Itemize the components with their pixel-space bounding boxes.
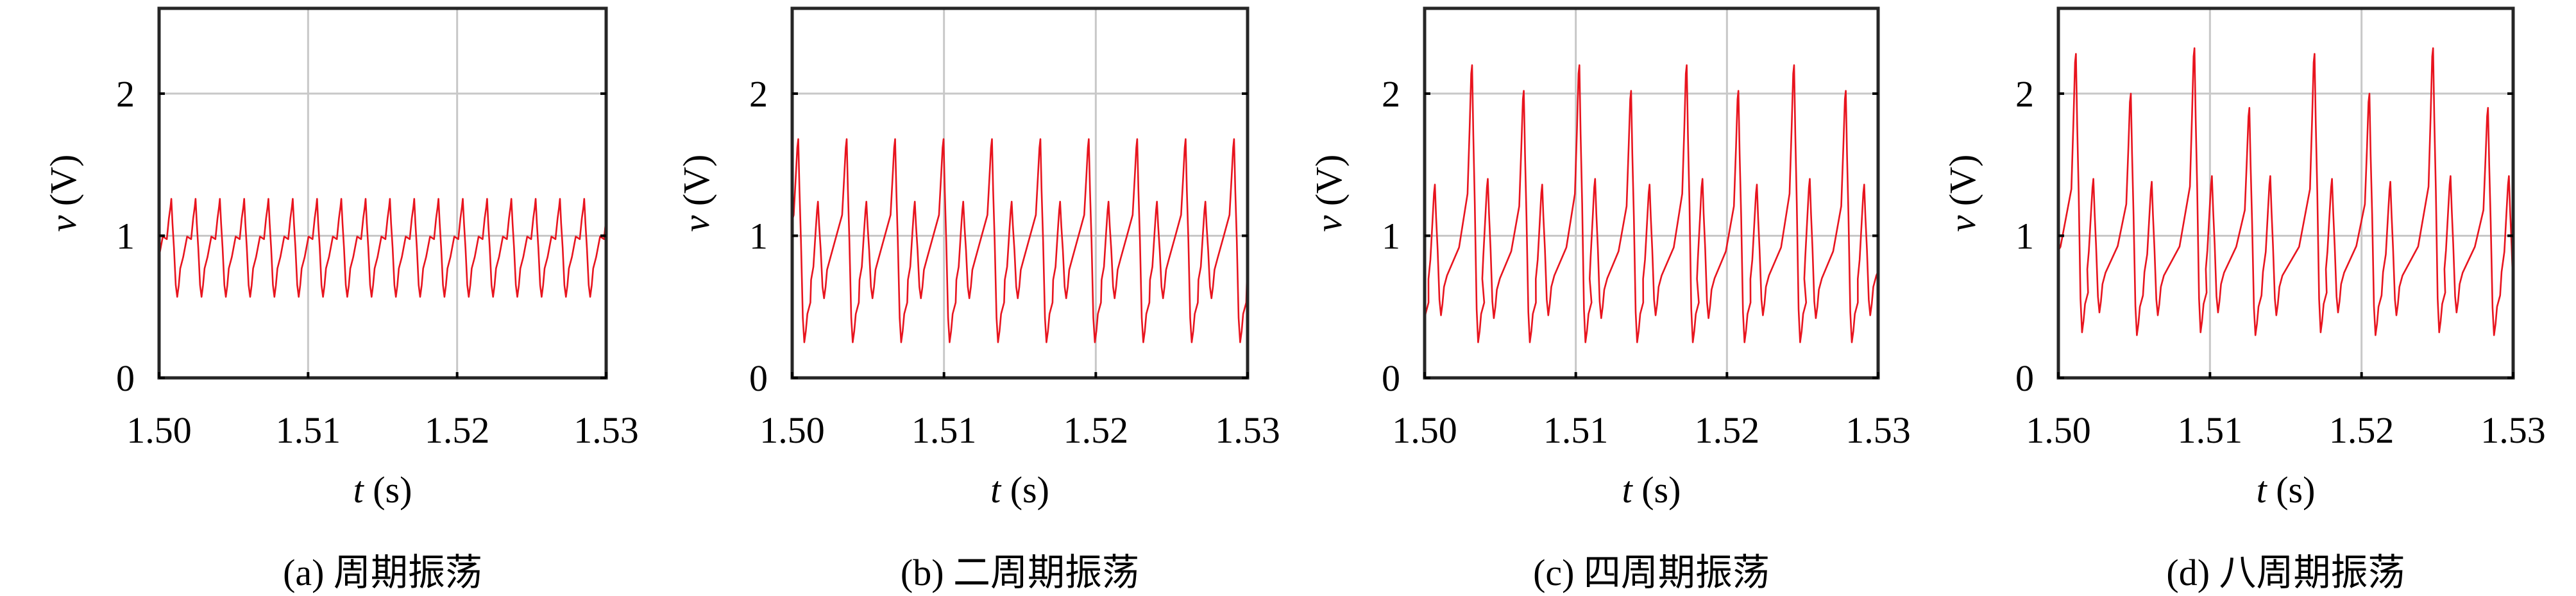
y-tick-label: 1 xyxy=(2015,215,2034,257)
y-axis-var: v xyxy=(42,215,84,232)
x-tick-label: 1.53 xyxy=(2480,409,2546,451)
x-axis-unit: (s) xyxy=(373,469,412,511)
y-tick-label: 0 xyxy=(749,357,768,399)
x-tick-label: 1.50 xyxy=(1392,409,1457,451)
x-axis-label: t (s) xyxy=(2257,469,2316,511)
x-tick-label: 1.50 xyxy=(126,409,192,451)
y-axis-unit: (V) xyxy=(1308,155,1350,207)
y-axis-unit: (V) xyxy=(675,155,717,207)
y-tick-label: 0 xyxy=(2015,357,2034,399)
y-axis-var: v xyxy=(675,215,717,232)
x-tick-label: 1.51 xyxy=(276,409,341,451)
x-axis-label: t (s) xyxy=(353,469,412,511)
series-line xyxy=(2058,47,2513,336)
panel-caption: (c) 四周期振荡 xyxy=(1533,552,1770,593)
x-tick-label: 1.52 xyxy=(2329,409,2394,451)
series-line xyxy=(1425,64,1878,343)
x-axis-unit: (s) xyxy=(1641,469,1681,511)
y-tick-label: 0 xyxy=(116,357,135,399)
x-axis-var: t xyxy=(990,469,1002,511)
x-tick-label: 1.50 xyxy=(759,409,825,451)
x-tick-label: 1.51 xyxy=(1543,409,1609,451)
y-axis-label: v (V) xyxy=(675,155,717,232)
axes-box xyxy=(2056,6,2515,380)
y-tick-label: 1 xyxy=(1382,215,1400,257)
y-axis-var: v xyxy=(1942,215,1983,232)
y-axis-label: v (V) xyxy=(1942,155,1983,232)
axes-box xyxy=(157,6,608,380)
x-tick-label: 1.51 xyxy=(911,409,977,451)
x-axis-label: t (s) xyxy=(990,469,1049,511)
x-tick-label: 1.52 xyxy=(425,409,490,451)
x-tick-label: 1.53 xyxy=(1845,409,1911,451)
y-tick-label: 2 xyxy=(116,73,135,115)
x-tick-label: 1.52 xyxy=(1063,409,1129,451)
y-axis-unit: (V) xyxy=(42,155,84,207)
x-axis-var: t xyxy=(1622,469,1634,511)
y-axis-label: v (V) xyxy=(42,155,84,232)
y-tick-label: 2 xyxy=(749,73,768,115)
x-axis-var: t xyxy=(353,469,365,511)
panel-caption: (b) 二周期振荡 xyxy=(900,552,1140,593)
y-axis-unit: (V) xyxy=(1942,155,1983,207)
y-tick-label: 2 xyxy=(1382,73,1400,115)
x-tick-label: 1.51 xyxy=(2178,409,2243,451)
x-axis-label: t (s) xyxy=(1622,469,1681,511)
series-line xyxy=(792,138,1248,343)
panel-caption: (d) 八周期振荡 xyxy=(2166,552,2405,593)
x-tick-label: 1.53 xyxy=(573,409,639,451)
panel-caption: (a) 周期振荡 xyxy=(283,552,482,593)
x-axis-unit: (s) xyxy=(1010,469,1049,511)
x-tick-label: 1.53 xyxy=(1215,409,1280,451)
x-axis-unit: (s) xyxy=(2276,469,2315,511)
y-axis-label: v (V) xyxy=(1308,155,1350,232)
y-tick-label: 1 xyxy=(749,215,768,257)
y-tick-label: 2 xyxy=(2015,73,2034,115)
x-axis-var: t xyxy=(2257,469,2268,511)
series-line xyxy=(159,198,606,298)
y-tick-label: 1 xyxy=(116,215,135,257)
x-tick-label: 1.50 xyxy=(2026,409,2091,451)
axes-box xyxy=(1423,6,1880,380)
y-axis-var: v xyxy=(1308,215,1350,232)
x-tick-label: 1.52 xyxy=(1695,409,1760,451)
axes-box xyxy=(790,6,1250,380)
y-tick-label: 0 xyxy=(1382,357,1400,399)
